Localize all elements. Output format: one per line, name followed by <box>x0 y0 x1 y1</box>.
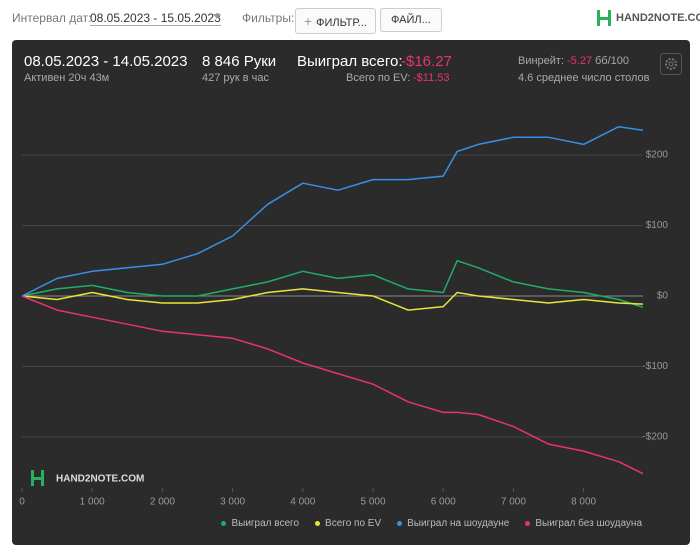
y-tick-label: $100 <box>646 220 669 231</box>
legend-marker <box>221 520 227 526</box>
plus-icon: + <box>304 13 317 29</box>
winrate-unit: бб/100 <box>595 55 630 67</box>
hands-per-hour: 427 рук в час <box>202 72 270 84</box>
won-label: Выиграл всего: <box>297 53 403 70</box>
x-tick-label: 7 000 <box>501 497 526 508</box>
avg-tables: 4.6 среднее число столов <box>518 72 650 84</box>
grid <box>22 154 643 438</box>
dropdown-arrow <box>213 14 221 19</box>
x-tick-label: 5 000 <box>360 497 385 508</box>
legend: Выиграл всего Всего по EV Выиграл на шоуда… <box>221 518 642 529</box>
x-tick-label: 3 000 <box>220 497 245 508</box>
x-tick-label: 1 000 <box>80 497 105 508</box>
won-value: -$16.27 <box>401 53 452 70</box>
y-tick-label: -$100 <box>642 361 668 372</box>
logo-text: HAND2NOTE.COM <box>616 12 700 24</box>
watermark-icon <box>31 470 44 486</box>
x-tick-label: 0 <box>19 497 25 508</box>
legend-label: Выиграл без шоудауна <box>535 518 642 529</box>
file-button[interactable]: ФАЙЛ... <box>380 8 442 32</box>
active-time: Активен 20ч 43м <box>24 72 110 84</box>
filter-button-text: ФИЛЬТР... <box>316 17 367 29</box>
settings-button[interactable] <box>660 53 682 75</box>
legend-label: Выиграл на шоудауне <box>407 518 510 529</box>
hands: 8 846 Руки <box>202 53 277 70</box>
logo-icon <box>597 10 611 26</box>
ev-label: Всего по EV: <box>346 72 411 84</box>
filter-button[interactable]: + ФИЛЬТР... <box>295 8 376 34</box>
legend-marker <box>525 520 531 526</box>
series-line <box>21 125 644 297</box>
x-tick-label: 8 000 <box>571 497 596 508</box>
period: 08.05.2023 - 14.05.2023 <box>24 53 188 70</box>
legend-item[interactable]: Выиграл без шоудауна <box>525 518 642 529</box>
legend-item[interactable]: Выиграл всего <box>221 518 299 529</box>
series-line <box>21 295 644 475</box>
y-tick-label: $0 <box>657 291 669 302</box>
legend-marker <box>315 520 321 526</box>
interval-label: Интервал дат: <box>12 11 92 25</box>
y-tick-label: -$200 <box>642 432 668 443</box>
legend-item[interactable]: Выиграл на шоудауне <box>397 518 509 529</box>
filters-label: Фильтры: <box>242 11 295 25</box>
legend-label: Всего по EV <box>325 518 382 529</box>
winrate-value: -5.27 <box>567 55 593 67</box>
legend-marker <box>397 520 403 526</box>
x-tick-label: 6 000 <box>431 497 456 508</box>
series-line <box>21 259 644 309</box>
watermark: HAND2NOTE.COM <box>56 474 144 485</box>
series-line <box>21 288 644 311</box>
x-tick-label: 2 000 <box>150 497 175 508</box>
legend-item[interactable]: Всего по EV <box>315 518 381 529</box>
winrate-label: Винрейт: <box>518 55 565 67</box>
legend-label: Выиграл всего <box>231 518 300 529</box>
interval-value[interactable]: 08.05.2023 - 15.05.2023 <box>90 11 221 26</box>
x-tick-label: 4 000 <box>290 497 315 508</box>
y-tick-label: $200 <box>646 150 669 161</box>
ev-value: -$11.53 <box>413 72 450 84</box>
